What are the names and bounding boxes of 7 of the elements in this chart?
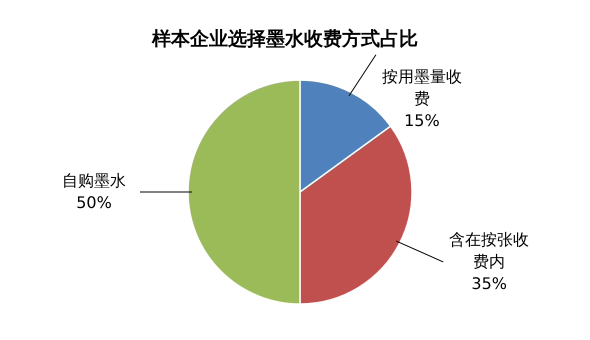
slice-label: 自购墨水: [62, 171, 126, 190]
chart-title: 样本企业选择墨水收费方式占比: [151, 28, 418, 50]
slice-label: 按用墨量收费: [382, 67, 462, 108]
data-label: 35%: [471, 274, 507, 293]
data-label: 50%: [76, 193, 112, 212]
slice-label: 含在按张收费内: [449, 230, 530, 271]
data-label: 15%: [404, 111, 440, 130]
